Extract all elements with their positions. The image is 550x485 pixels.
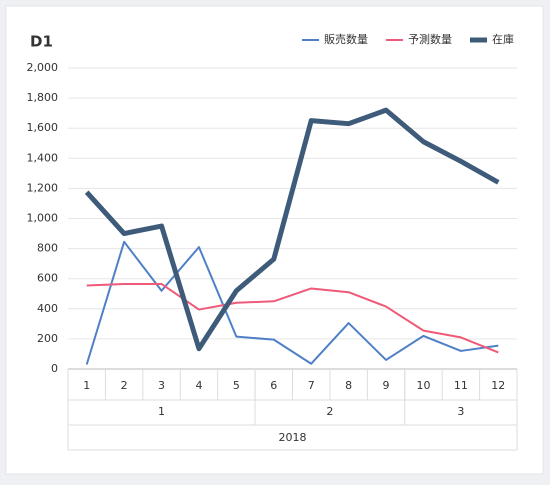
y-tick-label: 600 xyxy=(37,272,58,285)
x-tick-label: 5 xyxy=(233,379,240,392)
year-label: 2018 xyxy=(279,431,307,444)
series-line xyxy=(85,240,499,365)
y-tick-label: 2,000 xyxy=(27,61,59,74)
y-tick-label: 1,400 xyxy=(27,151,59,164)
group-label: 2 xyxy=(326,405,333,418)
x-tick-label: 11 xyxy=(454,379,468,392)
y-tick-label: 1,000 xyxy=(27,212,59,225)
card xyxy=(5,5,544,475)
x-tick-label: 12 xyxy=(491,379,505,392)
series-line xyxy=(84,107,500,352)
x-tick-label: 2 xyxy=(121,379,128,392)
group-label: 1 xyxy=(158,405,165,418)
x-tick-label: 4 xyxy=(195,379,202,392)
chart-title: D1 xyxy=(30,33,53,51)
x-tick-label: 8 xyxy=(345,379,352,392)
x-tick-label: 3 xyxy=(158,379,165,392)
series-line xyxy=(86,282,499,354)
x-tick-label: 6 xyxy=(270,379,277,392)
x-tick-label: 7 xyxy=(308,379,315,392)
y-tick-label: 1,600 xyxy=(27,121,59,134)
y-tick-label: 200 xyxy=(37,332,58,345)
x-tick-label: 1 xyxy=(83,379,90,392)
y-tick-label: 1,200 xyxy=(27,181,59,194)
x-tick-label: 9 xyxy=(383,379,390,392)
y-tick-label: 400 xyxy=(37,302,58,315)
y-tick-label: 1,800 xyxy=(27,91,59,104)
legend-label: 販売数量 xyxy=(324,33,368,46)
y-tick-label: 0 xyxy=(51,362,58,375)
x-tick-label: 10 xyxy=(416,379,430,392)
legend-label: 在庫 xyxy=(492,32,514,46)
group-label: 3 xyxy=(457,405,464,418)
legend-label: 予測数量 xyxy=(408,32,452,46)
y-tick-label: 800 xyxy=(37,242,58,255)
